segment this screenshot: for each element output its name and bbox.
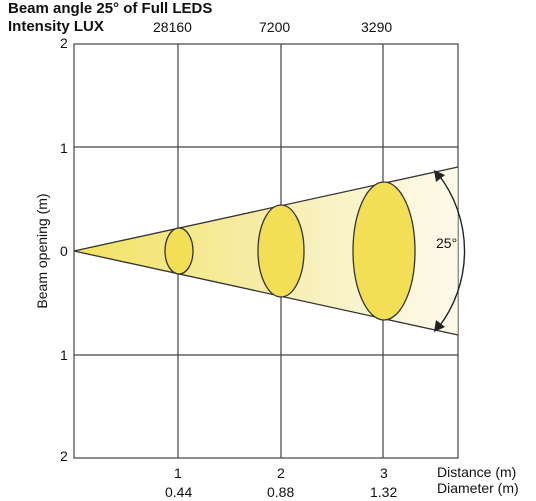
beam-spot-3m (352, 181, 416, 321)
x-diameter-tick-3: 1.32 (370, 484, 398, 500)
diameter-axis-label: Diameter (m) (437, 480, 519, 496)
y-tick-bottom-2: 2 (60, 448, 68, 464)
intensity-label: Intensity LUX (8, 18, 104, 35)
x-diameter-tick-1: 0.44 (165, 484, 193, 500)
lux-value-2: 7200 (259, 19, 291, 35)
y-tick-zero: 0 (60, 243, 68, 259)
lux-value-3: 3290 (361, 19, 393, 35)
y-tick-bottom-1: 1 (60, 347, 68, 363)
y-tick-top-1: 1 (60, 140, 68, 156)
beam-angle-label: 25° (436, 235, 458, 251)
beam-edge-bottom (73, 250, 459, 336)
x-distance-tick-1: 1 (174, 465, 182, 481)
beam-spot-2m (257, 204, 305, 298)
x-distance-tick-2: 2 (277, 465, 285, 481)
beam-spot-1m (164, 227, 194, 275)
y-tick-top-2: 2 (60, 35, 68, 51)
angle-arrow-top (434, 170, 445, 182)
beam-edge-top (73, 166, 459, 252)
chart-title: Beam angle 25° of Full LEDS (8, 0, 213, 17)
x-diameter-tick-2: 0.88 (267, 484, 295, 500)
angle-arc (437, 173, 466, 329)
lux-value-1: 28160 (153, 19, 192, 35)
distance-axis-label: Distance (m) (437, 464, 517, 480)
angle-arrow-bottom (434, 320, 445, 332)
x-distance-tick-3: 3 (380, 465, 388, 481)
